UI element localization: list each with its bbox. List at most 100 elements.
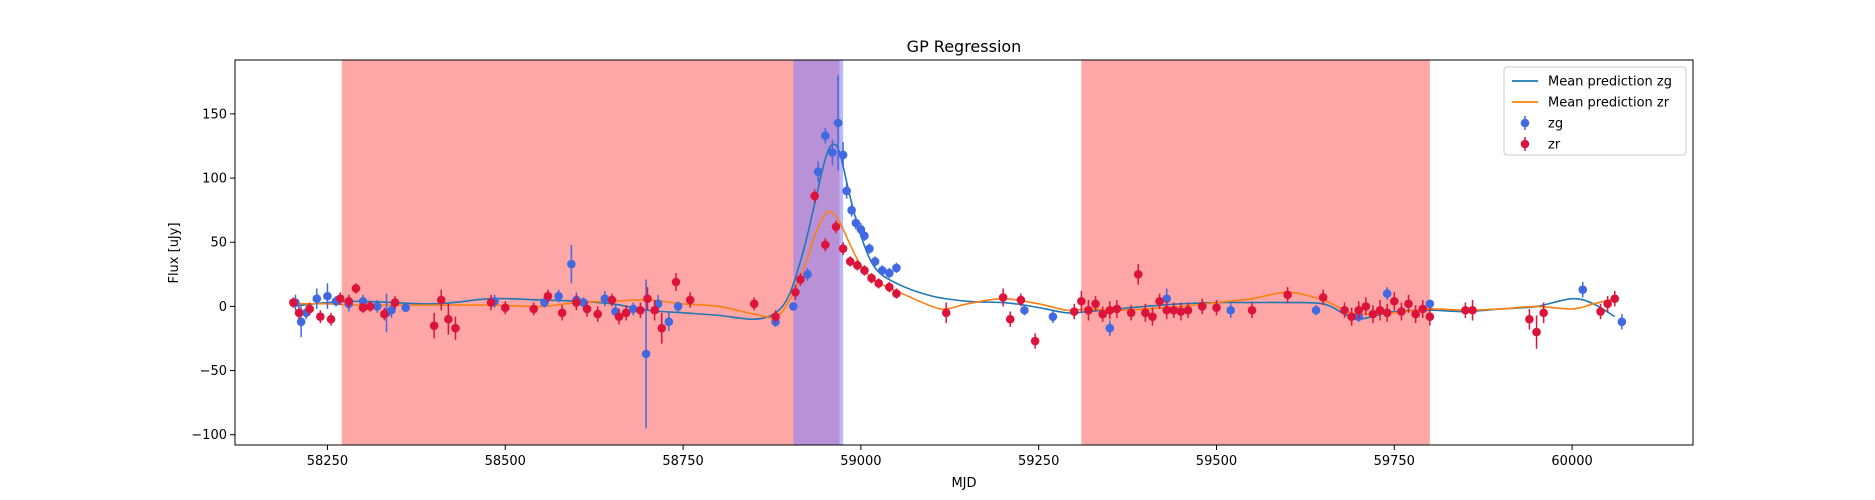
point-zr [1425,307,1435,326]
marker-zg [1382,289,1392,298]
point-zr [941,302,951,324]
marker-zg [358,296,368,306]
point-zr [593,306,603,322]
marker-zr [380,309,389,319]
marker-zr [305,304,314,314]
marker-zg [813,167,823,176]
marker-zr [685,295,695,305]
point-zr [572,294,581,311]
x-axis-label: MJD [951,476,976,491]
point-zr [838,242,848,256]
marker-zr [326,314,336,324]
marker-zr [1525,314,1534,324]
point-zr [305,302,314,316]
point-zg [892,262,901,274]
y-tick-label: −100 [191,428,227,443]
marker-zg [673,302,683,311]
marker-zg [877,266,887,275]
point-zg [664,312,674,331]
marker-zr [636,305,645,315]
marker-zr [1347,312,1356,321]
point-zr [771,310,780,324]
marker-zr [885,282,894,292]
point-zr [1283,287,1292,303]
marker-zr [614,312,624,321]
point-zr [326,312,336,326]
marker-zg [892,263,901,273]
point-zr [451,316,460,340]
point-zr [289,297,298,308]
marker-zr [1539,308,1548,318]
marker-zr [1382,308,1392,318]
marker-zr [892,289,901,298]
point-zr [351,283,361,294]
point-zr [1539,302,1548,324]
marker-zr [860,266,869,275]
point-zg [828,139,837,166]
marker-zr [543,291,553,301]
marker-zr [557,308,567,318]
marker-zr [1532,327,1541,337]
marker-zg [387,305,396,315]
point-zr [1212,299,1221,316]
legend-entry-mean-zg: Mean prediction zg [1512,75,1672,90]
observation-points [289,75,1627,429]
point-zr [1368,305,1378,324]
point-zr [1016,293,1026,307]
marker-zr [344,296,354,306]
point-zr [1155,293,1164,309]
point-zr [1091,296,1100,312]
x-tick-label: 58750 [662,454,703,469]
plot-frame [234,59,1694,446]
legend-entry-zg: zg [1520,116,1563,132]
marker-zg [641,349,651,359]
marker-zr [429,321,439,330]
marker-zr [1126,308,1136,318]
marker-zr [365,302,375,311]
marker-zr [572,298,581,307]
marker-zg [312,294,322,304]
point-zr [582,301,592,317]
marker-zr [771,312,780,321]
point-zg [312,288,322,309]
marker-zg [401,303,410,312]
point-zg [860,230,869,241]
marker-zr [749,299,759,309]
marker-zg [1578,285,1588,295]
legend-label: zr [1548,138,1561,153]
marker-zr [1133,270,1143,279]
point-zg [579,297,588,308]
x-tick-label: 58250 [307,454,348,469]
marker-zr [335,294,345,304]
point-zr [885,282,894,293]
point-zr [1112,299,1122,318]
point-zr [831,220,841,234]
marker-zg [1020,305,1029,315]
x-tick-label: 59000 [840,454,881,469]
point-zr [294,306,304,320]
y-tick-label: 50 [210,236,227,251]
point-zr [1126,305,1136,321]
y-tick-label: −50 [200,364,227,379]
marker-zr [1169,305,1179,315]
marker-zr [390,298,400,307]
point-zr [1141,303,1150,322]
marker-zr [821,240,830,250]
x-axis-ticks: 58250 58500 58750 59000 59250 59500 59750 60000 [307,445,1593,469]
x-tick-label: 59750 [1374,454,1415,469]
marker-zr [621,308,631,318]
marker-zr [1425,312,1435,321]
point-zg [865,243,874,254]
marker-zr [1596,307,1605,316]
y-tick-label: 150 [202,107,227,122]
point-zr [1610,291,1620,307]
marker-zg [885,268,894,278]
point-zr [749,297,759,311]
span-blue-2 [793,60,844,445]
point-zr [1105,301,1115,320]
marker-zr [529,304,539,314]
point-zr [500,301,510,315]
point-zr [390,296,400,309]
marker-zr [1069,307,1079,316]
marker-zr [1468,305,1477,315]
